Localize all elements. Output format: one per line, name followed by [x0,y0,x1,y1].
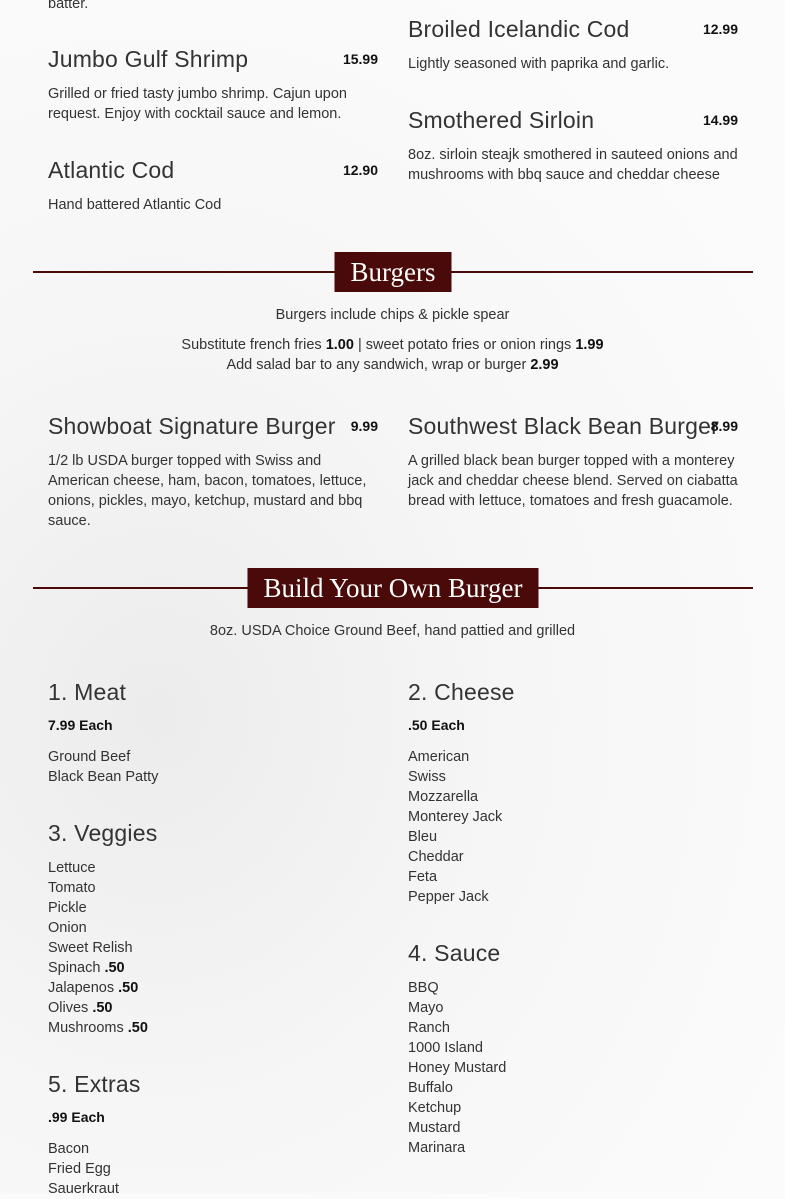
option: Honey Mustard [408,1060,507,1076]
option: Spinach .50 [48,958,148,978]
option: Ketchup [408,1100,462,1116]
group-title: 1. Meat [48,679,127,705]
option: 1000 Island [408,1040,483,1056]
text: Substitute french fries [181,337,322,353]
price: 1.00 [325,337,354,353]
option: Mushrooms .50 [48,1018,148,1038]
section-note: 8oz. USDA Choice Ground Beef, hand patti… [209,623,576,639]
option-name: Olives [48,1000,89,1016]
option-list: Ground Beef Black Bean Patty [48,747,158,787]
option-name: Jalapenos [48,980,115,996]
option: Marinara [408,1140,466,1156]
item-price: 14.99 [702,112,738,128]
option: Pepper Jack [408,889,489,905]
group-title: 5. Extras [48,1071,141,1097]
option: Lettuce [48,860,96,876]
price: 1.99 [575,337,604,353]
option-list: Bacon Fried Egg Sauerkraut [48,1139,119,1199]
option: Swiss [408,769,446,785]
section-title: Burgers [334,252,452,292]
item-price: 15.99 [342,51,378,67]
text: Add salad bar to any sandwich, wrap or b… [226,357,527,373]
item-price: 8.99 [710,418,738,434]
option-price: .50 [127,1020,148,1036]
item-description: 1/2 lb USDA burger topped with Swiss and… [48,453,367,529]
section-title: Build Your Own Burger [247,568,539,608]
item-name: Jumbo Gulf Shrimp [48,46,249,72]
option: Pickle [48,900,87,916]
option: BBQ [408,980,439,996]
option: Ranch [408,1020,450,1036]
option: Mozzarella [408,789,479,805]
group-price: 7.99 Each [48,717,113,733]
option-list: American Swiss Mozzarella Monterey Jack Bleu… [408,747,502,907]
option: Bacon [48,1141,90,1157]
salad-line: Add salad bar to any sandwich, wrap or b… [0,355,785,375]
text: | sweet potato fries or onion rings [357,337,572,353]
item-price: 9.99 [350,418,378,434]
item-description: A grilled black bean burger topped with … [408,453,738,509]
option-list: BBQ Mayo Ranch 1000 Island Honey Mustard Buff… [408,978,506,1158]
option: Feta [408,869,438,885]
option-price: .50 [118,980,139,996]
option: Onion [48,920,87,936]
item-price: 12.99 [702,21,738,37]
option: Ground Beef [48,749,131,765]
item-description: Lightly seasoned with paprika and garlic… [408,56,670,72]
item-name: Southwest Black Bean Burger [408,413,719,439]
option-name: Mushrooms [48,1020,124,1036]
option: Monterey Jack [408,809,503,825]
option: Jalapenos .50 [48,978,148,998]
option: Mustard [408,1120,461,1136]
option-price: .50 [92,1000,113,1016]
item-name: Smothered Sirloin [408,107,595,133]
option: Cheddar [408,849,464,865]
item-name: Atlantic Cod [48,157,175,183]
item-description: Grilled or fried tasty jumbo shrimp. Caj… [48,86,347,122]
option: Black Bean Patty [48,769,159,785]
item-price: 12.90 [342,162,378,178]
option-list: Lettuce Tomato Pickle Onion Sweet Relish Spin… [48,858,148,1038]
group-title: 3. Veggies [48,820,158,846]
item-description: Hand battered Atlantic Cod [48,197,222,213]
option: Olives .50 [48,998,148,1018]
option: Sauerkraut [48,1181,119,1197]
option: Sweet Relish [48,940,133,956]
option: Tomato [48,880,96,896]
price: 2.99 [530,357,559,373]
group-price: .99 Each [48,1109,105,1125]
section-note: Burgers include chips & pickle spear [275,307,510,323]
group-title: 2. Cheese [408,679,515,705]
item-description: 8oz. sirloin steajk smothered in sauteed… [408,147,738,183]
option: American [408,749,470,765]
item-name: Broiled Icelandic Cod [408,16,630,42]
option-name: Spinach [48,960,101,976]
group-title: 4. Sauce [408,940,501,966]
option: Mayo [408,1000,444,1016]
option-price: .50 [104,960,125,976]
item-name: Showboat Signature Burger [48,413,336,439]
group-price: .50 Each [408,717,465,733]
substitute-line: Substitute french fries 1.00 | sweet pot… [0,335,785,355]
option: Buffalo [408,1080,453,1096]
option: Fried Egg [48,1161,111,1177]
description-tail: batter. [48,0,89,12]
option: Bleu [408,829,438,845]
